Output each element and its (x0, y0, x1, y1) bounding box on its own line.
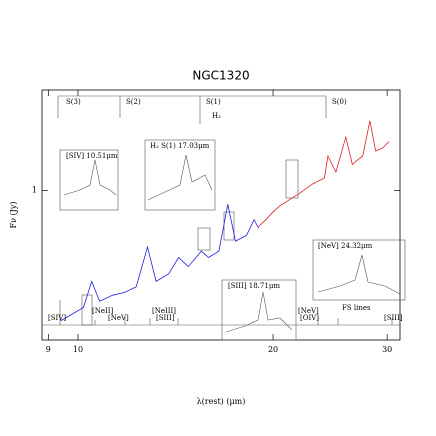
x-tick-label: 9 (46, 345, 51, 354)
plot-frame (41, 89, 401, 341)
h2-line-label: S(1) (206, 98, 221, 106)
fs-markers (42, 300, 400, 326)
spectrum-line (258, 120, 390, 227)
fs-line-label: [SIII] (384, 314, 403, 322)
x-axis-label: λ(rest) (μm) (197, 397, 246, 406)
fs-line-label: [OIV] (300, 314, 319, 322)
fs-line-label: [NeIII] (152, 307, 176, 315)
y-axis-label: Fν (Jy) (9, 202, 18, 229)
x-tick-label: 20 (268, 345, 278, 354)
inset-label: [SIV] 10.51μm (66, 152, 118, 160)
fs-line-label: FS lines (342, 304, 371, 312)
spectrum-line (60, 204, 259, 322)
fs-line-label: [NeV] (298, 307, 319, 315)
x-tick-label: 10 (73, 345, 83, 354)
h2-line-label: S(3) (66, 98, 81, 106)
inset-label: H₂ S(1) 17.03μm (150, 142, 210, 150)
fs-line-label: [SIII] (156, 314, 175, 322)
x-tick-label: 30 (382, 345, 392, 354)
inset-label: [SIII] 18.71μm (228, 282, 280, 290)
y-tick-label: 1 (32, 185, 37, 194)
fs-line-label: [SIV] (48, 314, 66, 322)
h2-markers (57, 95, 327, 124)
h2-line-label: S(0) (332, 98, 347, 106)
chart-title: NGC1320 (192, 69, 249, 83)
inset-label: [NeV] 24.32μm (318, 242, 373, 250)
fs-line-label: [NeV] (108, 314, 129, 322)
fs-line-label: [NeII] (92, 307, 114, 315)
h2-line-label: H₂ (212, 112, 221, 120)
h2-line-label: S(2) (126, 98, 141, 106)
